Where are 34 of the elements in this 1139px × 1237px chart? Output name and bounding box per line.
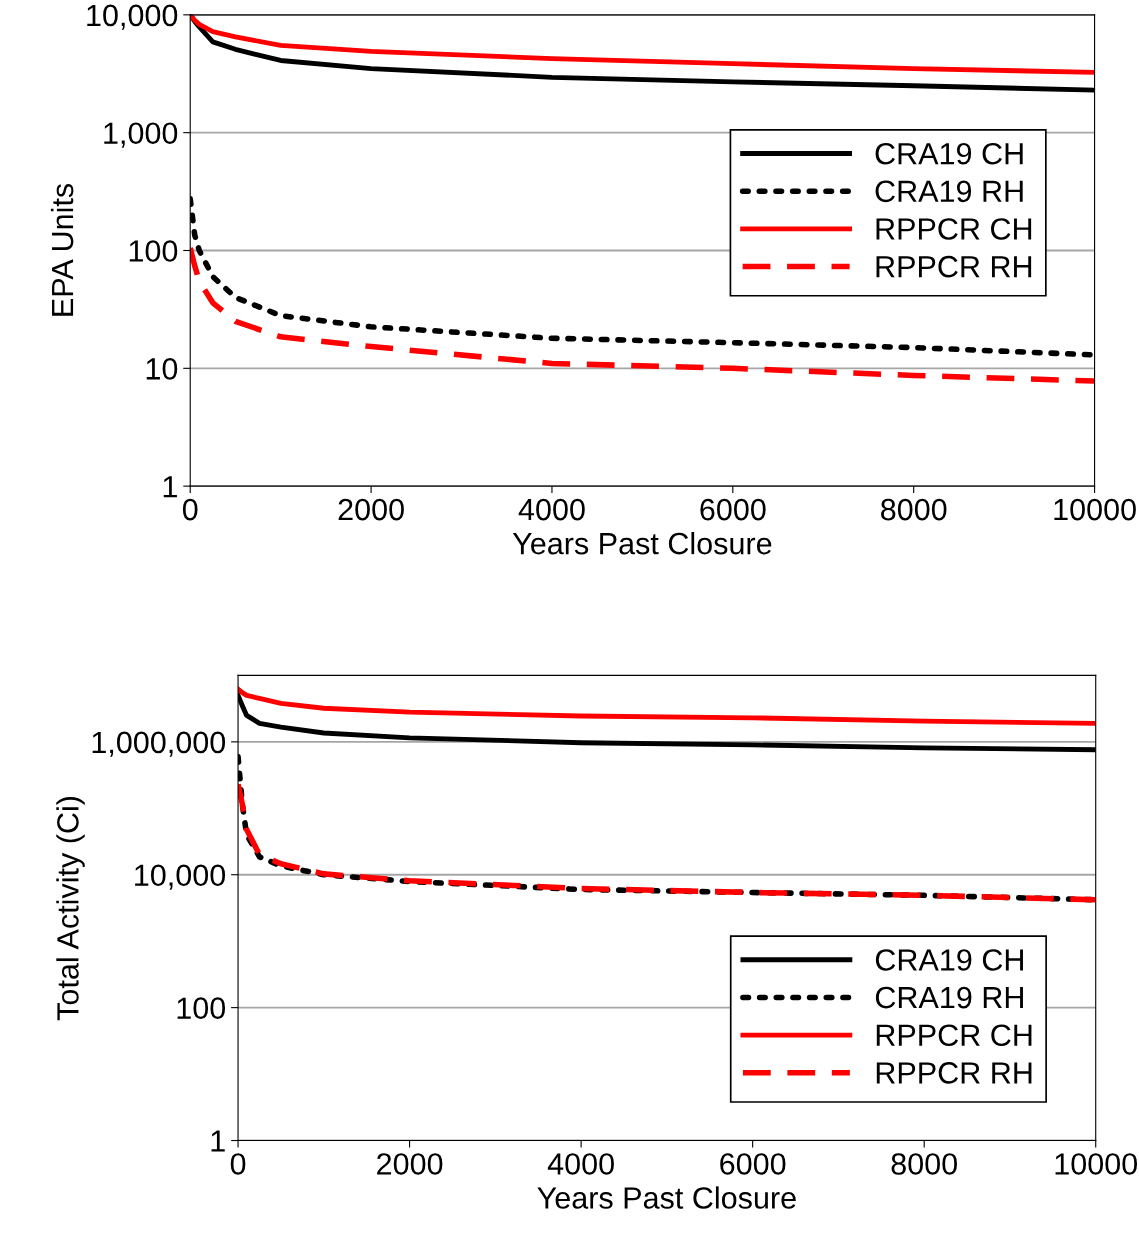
- y-tick-label: 1: [211, 1130, 225, 1152]
- y-tick-label: 10,000: [135, 864, 226, 890]
- y-tick-label: 10,000: [87, 4, 178, 30]
- y-tick-label: 10: [146, 358, 178, 380]
- y-tick-label: 100: [177, 997, 226, 1019]
- x-tick-label: 2000: [377, 1153, 443, 1175]
- y-tick-label: 1,000: [104, 122, 178, 148]
- x-tick-label: 0: [182, 498, 198, 521]
- x-tick-label: 4000: [547, 1153, 614, 1175]
- x-tick-label: 8000: [881, 498, 947, 521]
- y-tick-label: 1,000,000: [92, 731, 226, 757]
- line-series: [238, 686, 1096, 726]
- x-tick-label: 10000: [1055, 1153, 1138, 1175]
- x-tick-label: 8000: [891, 1153, 957, 1175]
- x-tick-label: 10000: [1054, 498, 1136, 521]
- x-axis-title: Years Past Closure: [512, 531, 772, 555]
- legend-label: RPPCR CH: [876, 218, 1032, 240]
- x-tick-label: 6000: [700, 498, 766, 521]
- x-axis-title: Years Past Closure: [537, 1186, 796, 1209]
- legend-label: CRA19 RH: [875, 180, 1023, 203]
- x-tick-label: 6000: [720, 1153, 786, 1175]
- legend-label: RPPCR CH: [876, 1024, 1032, 1047]
- x-tick-label: 2000: [338, 498, 404, 521]
- y-axis-title: Total Activity (Ci): [56, 796, 85, 1021]
- x-tick-label: 4000: [518, 498, 585, 521]
- legend-label: CRA19 CH: [875, 949, 1023, 971]
- y-tick-label: 100: [129, 240, 178, 262]
- legend-label: CRA19 CH: [875, 142, 1023, 165]
- legend-label: RPPCR RH: [876, 1062, 1032, 1084]
- y-tick-label: 1: [163, 476, 177, 498]
- legend-label: RPPCR RH: [876, 255, 1032, 278]
- legend-label: CRA19 RH: [875, 986, 1023, 1009]
- x-tick-label: 0: [230, 1153, 246, 1175]
- y-axis-title: EPA Units: [50, 183, 74, 316]
